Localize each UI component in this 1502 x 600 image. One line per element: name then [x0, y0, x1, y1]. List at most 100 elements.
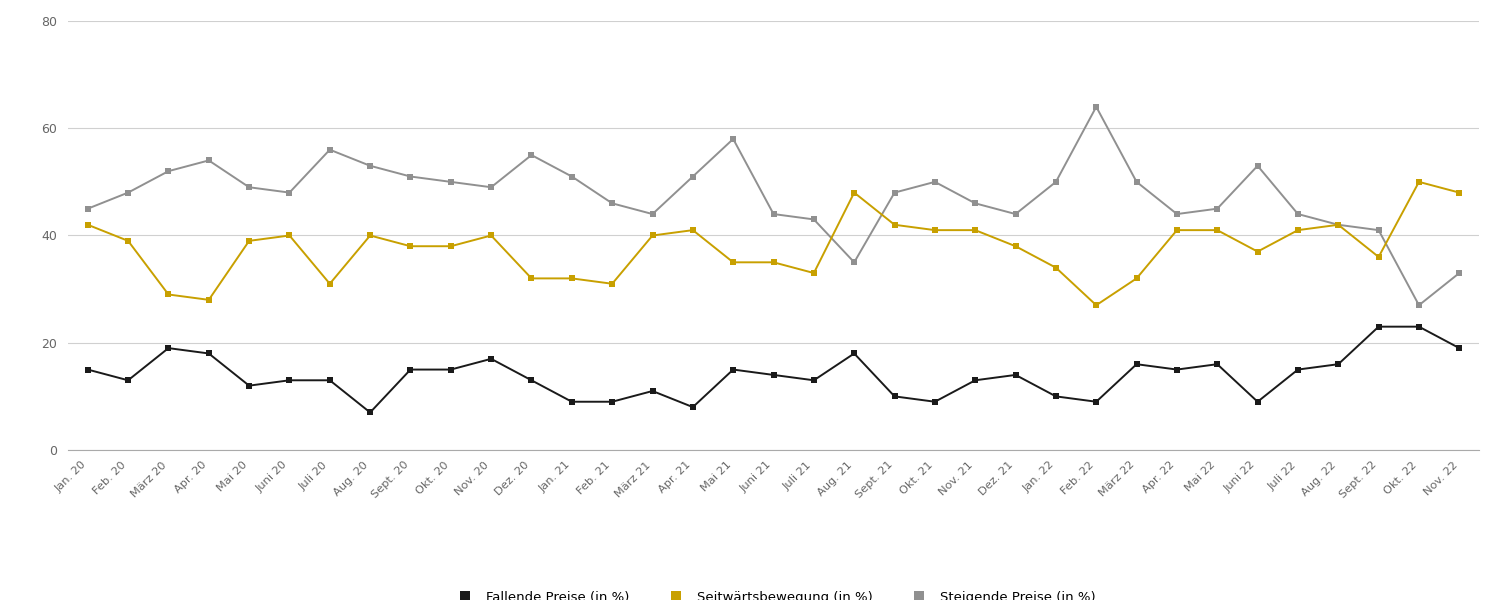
Fallende Preise (in %)	[886, 393, 904, 400]
Fallende Preise (in %)	[159, 344, 177, 352]
Fallende Preise (in %)	[765, 371, 783, 379]
Seitwärtsbewegung (in %)	[1410, 178, 1428, 185]
Fallende Preise (in %)	[683, 403, 701, 410]
Seitwärtsbewegung (in %)	[1169, 227, 1187, 234]
Fallende Preise (in %)	[604, 398, 622, 406]
Seitwärtsbewegung (in %)	[159, 291, 177, 298]
Steigende Preise (in %)	[281, 189, 299, 196]
Seitwärtsbewegung (in %)	[78, 221, 96, 229]
Seitwärtsbewegung (in %)	[401, 242, 419, 250]
Fallende Preise (in %)	[805, 377, 823, 384]
Seitwärtsbewegung (in %)	[846, 189, 864, 196]
Steigende Preise (in %)	[1289, 211, 1307, 218]
Seitwärtsbewegung (in %)	[281, 232, 299, 239]
Steigende Preise (in %)	[1169, 211, 1187, 218]
Steigende Preise (in %)	[1370, 227, 1388, 234]
Fallende Preise (in %)	[482, 355, 500, 362]
Steigende Preise (in %)	[1128, 178, 1146, 185]
Seitwärtsbewegung (in %)	[119, 237, 137, 244]
Fallende Preise (in %)	[360, 409, 379, 416]
Steigende Preise (in %)	[1047, 178, 1065, 185]
Steigende Preise (in %)	[1329, 221, 1347, 229]
Steigende Preise (in %)	[78, 205, 96, 212]
Fallende Preise (in %)	[925, 398, 943, 406]
Steigende Preise (in %)	[523, 151, 541, 158]
Steigende Preise (in %)	[1410, 302, 1428, 309]
Steigende Preise (in %)	[360, 162, 379, 169]
Fallende Preise (in %)	[1329, 361, 1347, 368]
Seitwärtsbewegung (in %)	[683, 227, 701, 234]
Steigende Preise (in %)	[886, 189, 904, 196]
Seitwärtsbewegung (in %)	[1087, 302, 1105, 309]
Seitwärtsbewegung (in %)	[1289, 227, 1307, 234]
Steigende Preise (in %)	[643, 211, 661, 218]
Seitwärtsbewegung (in %)	[724, 259, 742, 266]
Fallende Preise (in %)	[119, 377, 137, 384]
Fallende Preise (in %)	[643, 388, 661, 395]
Seitwärtsbewegung (in %)	[563, 275, 581, 282]
Fallende Preise (in %)	[563, 398, 581, 406]
Seitwärtsbewegung (in %)	[765, 259, 783, 266]
Steigende Preise (in %)	[604, 200, 622, 207]
Steigende Preise (in %)	[765, 211, 783, 218]
Steigende Preise (in %)	[482, 184, 500, 191]
Steigende Preise (in %)	[1208, 205, 1226, 212]
Fallende Preise (in %)	[1410, 323, 1428, 330]
Seitwärtsbewegung (in %)	[523, 275, 541, 282]
Fallende Preise (in %)	[1289, 366, 1307, 373]
Seitwärtsbewegung (in %)	[925, 227, 943, 234]
Fallende Preise (in %)	[401, 366, 419, 373]
Fallende Preise (in %)	[523, 377, 541, 384]
Seitwärtsbewegung (in %)	[1451, 189, 1469, 196]
Seitwärtsbewegung (in %)	[1248, 248, 1266, 255]
Fallende Preise (in %)	[1047, 393, 1065, 400]
Fallende Preise (in %)	[1248, 398, 1266, 406]
Seitwärtsbewegung (in %)	[1208, 227, 1226, 234]
Seitwärtsbewegung (in %)	[1128, 275, 1146, 282]
Steigende Preise (in %)	[683, 173, 701, 180]
Steigende Preise (in %)	[442, 178, 460, 185]
Line: Steigende Preise (in %): Steigende Preise (in %)	[86, 104, 1461, 308]
Seitwärtsbewegung (in %)	[442, 242, 460, 250]
Steigende Preise (in %)	[321, 146, 339, 153]
Fallende Preise (in %)	[1006, 371, 1024, 379]
Fallende Preise (in %)	[281, 377, 299, 384]
Steigende Preise (in %)	[925, 178, 943, 185]
Steigende Preise (in %)	[1248, 162, 1266, 169]
Fallende Preise (in %)	[78, 366, 96, 373]
Fallende Preise (in %)	[200, 350, 218, 357]
Seitwärtsbewegung (in %)	[604, 280, 622, 287]
Fallende Preise (in %)	[724, 366, 742, 373]
Seitwärtsbewegung (in %)	[1370, 253, 1388, 260]
Seitwärtsbewegung (in %)	[643, 232, 661, 239]
Seitwärtsbewegung (in %)	[966, 227, 984, 234]
Fallende Preise (in %)	[442, 366, 460, 373]
Fallende Preise (in %)	[1370, 323, 1388, 330]
Steigende Preise (in %)	[401, 173, 419, 180]
Steigende Preise (in %)	[805, 216, 823, 223]
Steigende Preise (in %)	[119, 189, 137, 196]
Seitwärtsbewegung (in %)	[1006, 242, 1024, 250]
Steigende Preise (in %)	[1006, 211, 1024, 218]
Fallende Preise (in %)	[1451, 344, 1469, 352]
Steigende Preise (in %)	[1451, 269, 1469, 277]
Fallende Preise (in %)	[1169, 366, 1187, 373]
Steigende Preise (in %)	[966, 200, 984, 207]
Steigende Preise (in %)	[563, 173, 581, 180]
Seitwärtsbewegung (in %)	[805, 269, 823, 277]
Fallende Preise (in %)	[1087, 398, 1105, 406]
Line: Seitwärtsbewegung (in %): Seitwärtsbewegung (in %)	[86, 179, 1461, 308]
Steigende Preise (in %)	[200, 157, 218, 164]
Fallende Preise (in %)	[1128, 361, 1146, 368]
Seitwärtsbewegung (in %)	[240, 237, 258, 244]
Fallende Preise (in %)	[846, 350, 864, 357]
Fallende Preise (in %)	[321, 377, 339, 384]
Steigende Preise (in %)	[724, 136, 742, 143]
Fallende Preise (in %)	[1208, 361, 1226, 368]
Steigende Preise (in %)	[846, 259, 864, 266]
Seitwärtsbewegung (in %)	[1047, 264, 1065, 271]
Seitwärtsbewegung (in %)	[886, 221, 904, 229]
Seitwärtsbewegung (in %)	[200, 296, 218, 304]
Fallende Preise (in %)	[966, 377, 984, 384]
Legend: Fallende Preise (in %), Seitwärtsbewegung (in %), Steigende Preise (in %): Fallende Preise (in %), Seitwärtsbewegun…	[446, 585, 1101, 600]
